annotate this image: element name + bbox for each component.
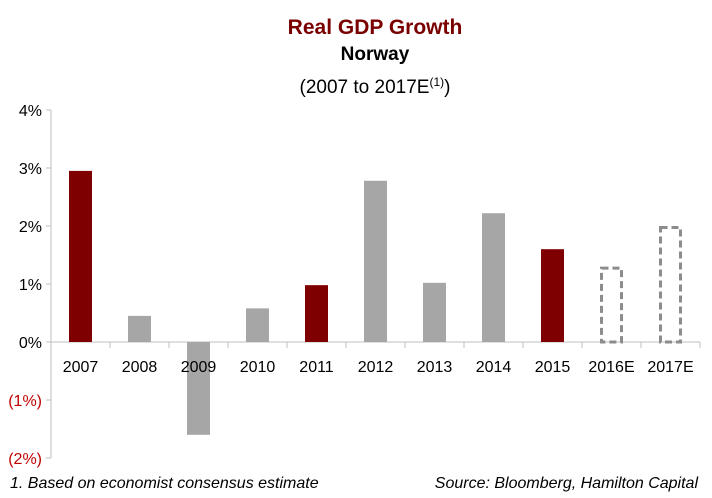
x-tick-label: 2007	[63, 359, 99, 376]
y-tick-label: (1%)	[8, 393, 42, 410]
x-tick-label: 2012	[358, 359, 394, 376]
x-tick-label: 2014	[476, 359, 512, 376]
y-tick-label: 2%	[19, 219, 42, 236]
chart-title-block: Real GDP Growth Norway (2007 to 2017E(1)…	[0, 14, 712, 102]
x-tick-label: 2008	[122, 359, 158, 376]
source-note: Source: Bloomberg, Hamilton Capital	[434, 475, 698, 492]
bar-2014	[482, 213, 505, 342]
chart-period-close: )	[444, 77, 451, 98]
bar-2017E	[659, 226, 682, 344]
chart-period-text: (2007 to 2017E	[299, 77, 430, 98]
chart-period-footnote-mark: (1)	[429, 75, 445, 89]
x-tick-label: 2015	[535, 359, 571, 376]
y-tick-label: 4%	[19, 103, 42, 120]
y-tick-label: 0%	[19, 335, 42, 352]
x-tick-label: 2009	[181, 359, 217, 376]
bar-2008	[128, 315, 151, 342]
bar-2016E	[600, 266, 623, 344]
bar-2013	[423, 282, 446, 342]
chart-title: Real GDP Growth	[287, 16, 463, 39]
x-tick-label: 2017E	[647, 359, 693, 376]
x-tick-label: 2010	[240, 359, 276, 376]
chart-period: (2007 to 2017E(1))	[0, 68, 712, 102]
x-tick-label: 2011	[299, 359, 334, 376]
bar-2007	[69, 170, 92, 342]
y-tick-label: 1%	[19, 277, 42, 294]
bar-2009	[187, 342, 210, 435]
y-tick-label: 3%	[19, 161, 42, 178]
x-tick-label: 2016E	[588, 359, 634, 376]
y-tick-label: (2%)	[8, 451, 42, 468]
bar-2011	[305, 285, 328, 342]
chart-subtitle: Norway	[340, 44, 410, 65]
bar-2010	[246, 308, 269, 342]
bar-2015	[541, 249, 564, 342]
footnote: 1. Based on economist consensus estimate	[10, 475, 319, 492]
x-tick-label: 2013	[417, 359, 453, 376]
bar-2012	[364, 180, 387, 342]
